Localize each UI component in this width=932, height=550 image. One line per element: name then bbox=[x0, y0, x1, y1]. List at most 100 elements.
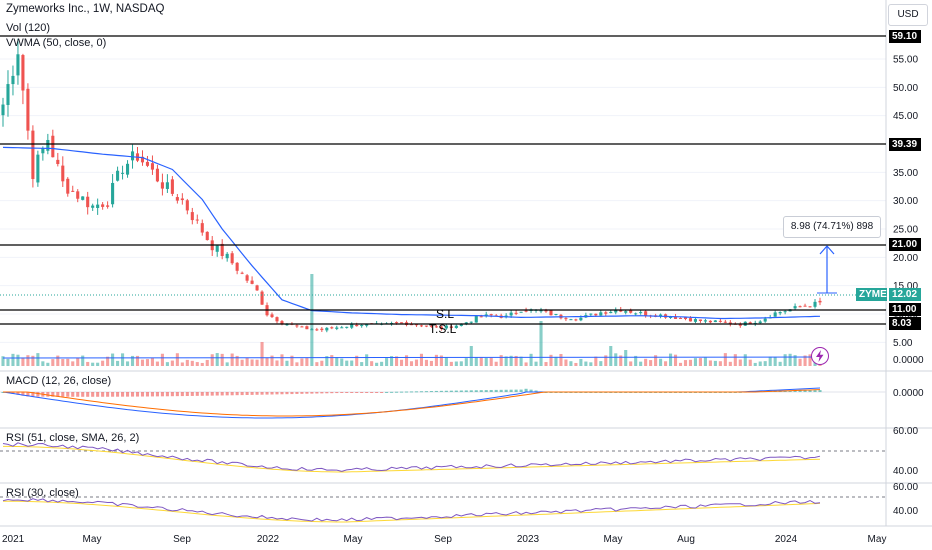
volume-bar bbox=[649, 360, 653, 366]
volume-bar bbox=[210, 354, 214, 366]
candle-body bbox=[121, 172, 125, 174]
candle-body bbox=[599, 312, 603, 316]
candle-body bbox=[569, 319, 573, 321]
macd-histogram-bar bbox=[444, 390, 448, 392]
candle-body bbox=[320, 328, 324, 331]
volume-legend[interactable]: Vol (120) bbox=[6, 22, 51, 34]
price-tick-label: 5.00 bbox=[893, 338, 913, 349]
volume-bar bbox=[155, 361, 159, 366]
candle-body bbox=[345, 326, 349, 328]
candle-body bbox=[36, 154, 40, 183]
candle-body bbox=[195, 219, 199, 221]
rsi-line bbox=[2, 442, 821, 472]
candle-body bbox=[280, 321, 284, 325]
candle-body bbox=[31, 130, 35, 180]
macd-histogram-bar bbox=[524, 388, 528, 392]
candle-body bbox=[111, 182, 115, 205]
volume-bar bbox=[6, 358, 10, 366]
volume-bar bbox=[639, 361, 643, 366]
time-axis: 2021 May Sep 2022 May Sep 2023 May Aug 2024 May bbox=[2, 534, 886, 545]
macd-histogram-bar bbox=[190, 392, 194, 396]
volume-bar bbox=[584, 361, 588, 366]
candle-body bbox=[240, 272, 244, 274]
macd-histogram-bar bbox=[121, 392, 125, 397]
volume-bar bbox=[350, 360, 354, 366]
rsi1-legend[interactable]: RSI (51, close, SMA, 26, 2) bbox=[6, 432, 140, 444]
volume-bar bbox=[489, 357, 493, 366]
macd-histogram-bar bbox=[345, 392, 349, 393]
volume-bar bbox=[693, 358, 698, 366]
candle-body bbox=[589, 313, 593, 315]
volume-bar bbox=[778, 361, 782, 366]
price-tick-label: 35.00 bbox=[893, 168, 918, 179]
macd-histogram-bar bbox=[315, 392, 319, 394]
candle-body bbox=[609, 311, 613, 314]
macd-histogram-bar bbox=[185, 392, 189, 397]
macd-histogram-bar bbox=[355, 392, 359, 393]
macd-histogram-bar bbox=[275, 392, 279, 395]
volume-bar bbox=[698, 358, 702, 366]
volume-bar bbox=[484, 357, 488, 366]
volume-bar bbox=[315, 362, 319, 366]
macd-histogram-bar bbox=[529, 389, 533, 392]
volume-bar bbox=[419, 353, 424, 366]
candle-body bbox=[669, 316, 673, 318]
macd-histogram-bar bbox=[424, 391, 428, 393]
rsi2-legend[interactable]: RSI (30, close) bbox=[6, 487, 79, 499]
candle-body bbox=[185, 200, 189, 211]
rsi1-pane bbox=[0, 442, 886, 473]
candle-body bbox=[778, 312, 782, 314]
macd-histogram-bar bbox=[81, 392, 85, 397]
currency-button[interactable]: USD bbox=[888, 4, 928, 26]
volume-bar bbox=[399, 359, 404, 366]
candle-body bbox=[564, 318, 568, 320]
candle-body bbox=[579, 317, 583, 321]
volume-bar bbox=[305, 358, 309, 366]
price-axis: 55.00 50.00 45.00 40.00 35.00 30.00 25.00 20.00… bbox=[893, 55, 924, 518]
vwma-legend[interactable]: VWMA (50, close, 0) bbox=[6, 37, 107, 49]
macd-histogram-bar bbox=[215, 392, 219, 396]
candle-body bbox=[454, 325, 458, 328]
macd-histogram-bar bbox=[125, 392, 130, 397]
lightning-icon[interactable] bbox=[811, 347, 829, 365]
volume-bar bbox=[370, 361, 374, 366]
pane-tick-label: 60.00 bbox=[893, 482, 918, 493]
volume-bar bbox=[340, 358, 344, 366]
macd-legend[interactable]: MACD (12, 26, close) bbox=[6, 375, 112, 387]
candle-body bbox=[26, 88, 30, 131]
volume-bar bbox=[599, 361, 603, 366]
macd-histogram-bar bbox=[305, 392, 309, 394]
candle-body bbox=[395, 322, 399, 324]
candle-body bbox=[116, 170, 120, 181]
macd-histogram-bar bbox=[534, 390, 538, 392]
volume-bar bbox=[125, 361, 130, 366]
candle-body bbox=[634, 313, 638, 315]
candle-body bbox=[683, 317, 688, 320]
candle-body bbox=[215, 245, 219, 252]
candle-body bbox=[310, 329, 314, 331]
time-tick-label: 2023 bbox=[517, 534, 540, 545]
candle-body bbox=[205, 231, 209, 241]
macd-histogram-bar bbox=[130, 392, 135, 397]
macd-histogram-bar bbox=[31, 392, 35, 397]
volume-bar bbox=[713, 360, 717, 366]
volume-bar bbox=[579, 358, 583, 366]
volume-bar bbox=[260, 342, 264, 366]
macd-histogram-bar bbox=[106, 392, 110, 397]
macd-histogram-bar bbox=[205, 392, 209, 396]
time-tick-label: Sep bbox=[434, 534, 452, 545]
macd-histogram-bar bbox=[494, 389, 498, 392]
level-tag-11: 11.00 bbox=[889, 303, 921, 316]
volume-bar bbox=[743, 354, 747, 366]
macd-histogram-bar bbox=[818, 390, 822, 392]
chart-title[interactable]: Zymeworks Inc., 1W, NASDAQ bbox=[6, 3, 165, 15]
candle-body bbox=[170, 179, 174, 194]
volume-bar bbox=[16, 354, 20, 366]
candle-body bbox=[365, 323, 369, 326]
candle-body bbox=[539, 310, 543, 312]
macd-histogram-bar bbox=[335, 392, 339, 394]
volume-bar bbox=[738, 359, 742, 366]
candle-body bbox=[96, 204, 100, 209]
measure-arrow-head bbox=[819, 245, 835, 255]
